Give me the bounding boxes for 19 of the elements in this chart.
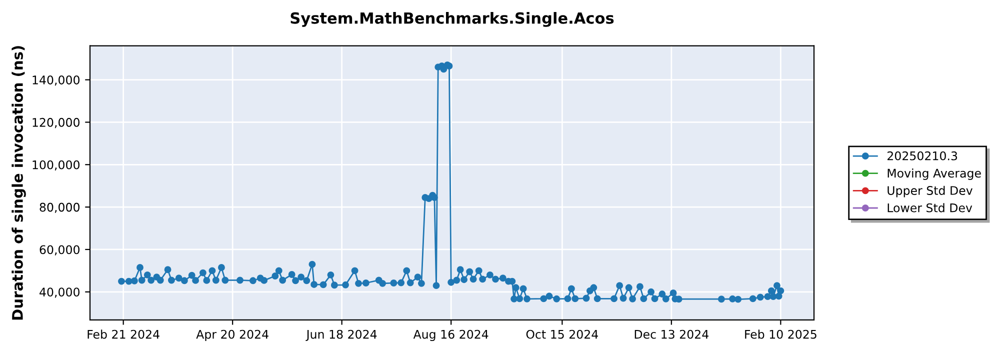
y-tick-label: 120,000 (32, 118, 80, 128)
legend-label: 20250210.3 (888, 151, 958, 160)
legend-label: Lower Std Dev (888, 203, 972, 212)
x-tick-label: Feb 10 2025 (745, 330, 816, 339)
y-axis-title: Duration of single invocation (ns) (12, 46, 26, 320)
legend-label: Moving Average (888, 168, 981, 180)
y-tick-label: 40,000 (40, 288, 80, 298)
x-tick-label: Feb 21 2024 (88, 330, 160, 339)
x-tick-label: Aug 16 2024 (413, 330, 488, 342)
legend-label: Upper Std Dev (888, 186, 972, 198)
y-tick-label: 140,000 (32, 76, 80, 86)
x-tick-label: Oct 15 2024 (526, 330, 598, 339)
y-tick-label: 60,000 (40, 245, 80, 256)
chart-title: System.MathBenchmarks.Single.Acos (290, 12, 614, 27)
y-tick-label: 80,000 (40, 202, 80, 213)
x-tick-label: Dec 13 2024 (634, 330, 708, 339)
x-tick-label: Apr 20 2024 (196, 330, 268, 342)
y-tick-label: 100,000 (32, 160, 80, 170)
x-tick-label: Jun 18 2024 (306, 330, 377, 341)
